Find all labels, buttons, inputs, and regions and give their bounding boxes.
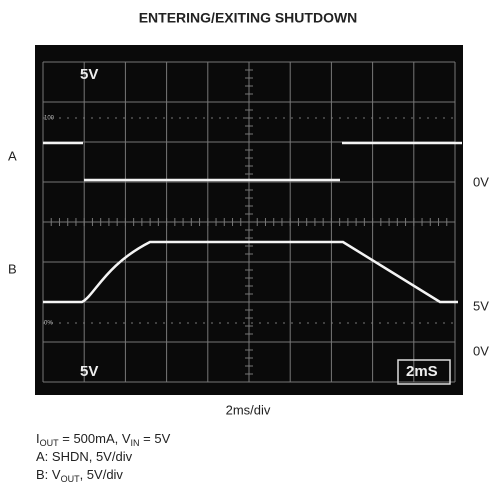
traces [43,141,462,304]
trace-a [43,141,462,182]
note: A: SHDN, 5V/div [36,449,133,464]
x-caption: 2ms/div [226,402,271,417]
note: B: VOUT, 5V/div [36,467,123,484]
scope-label: 2mS [406,363,438,380]
trace-b [43,240,458,304]
timebase-box [397,359,451,385]
channel-label: B [8,261,17,276]
note: IOUT = 500mA, VIN = 5V [36,431,171,448]
channel-label: A [8,148,17,163]
graticule [42,61,456,383]
level-label: 5V [473,298,489,313]
scope-label: 5V [80,66,98,83]
scope-label: 5V [80,363,98,380]
level-label: 0V [473,343,489,358]
level-label: 0% [44,321,53,327]
level-label: 100 [44,116,55,122]
title: ENTERING/EXITING SHUTDOWN [139,10,358,26]
level-label: 0V [473,174,489,189]
